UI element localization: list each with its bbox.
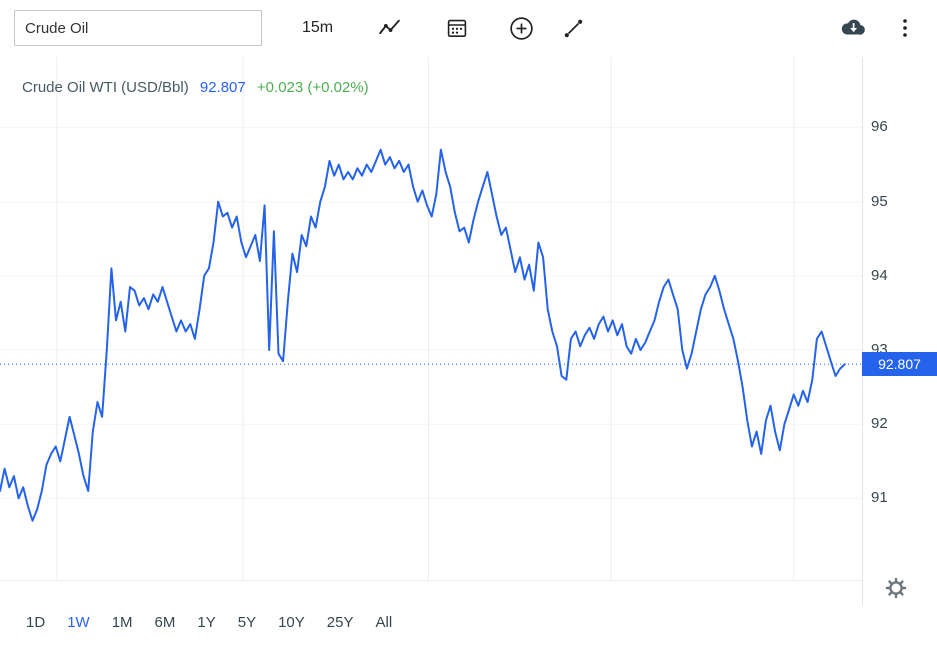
price-axis-label: 91	[871, 489, 888, 506]
kebab-menu-icon	[903, 19, 907, 37]
chart-legend: Crude Oil WTI (USD/Bbl) 92.807 +0.023 (+…	[22, 79, 369, 96]
price-chart-canvas[interactable]	[0, 57, 862, 580]
price-scale[interactable]: 96 95 94 93 92 91	[863, 57, 937, 580]
chart-style-button[interactable]	[375, 14, 403, 42]
gear-icon	[885, 577, 907, 599]
price-axis-label: 94	[871, 267, 888, 284]
top-toolbar: 15m	[0, 0, 937, 56]
last-price: 92.807	[199, 79, 246, 96]
toolbar-right	[839, 14, 923, 42]
download-button[interactable]	[839, 14, 867, 42]
plot-bottom-border	[0, 580, 862, 581]
timeframe-1y[interactable]: 1Y	[197, 614, 216, 631]
timeframe-bar: 1D 1W 1M 6M 1Y 5Y 10Y 25Y All	[26, 614, 392, 631]
more-menu-button[interactable]	[891, 14, 919, 42]
price-chart[interactable]	[0, 57, 862, 580]
timeframe-10y[interactable]: 10Y	[278, 614, 305, 631]
price-axis-label: 96	[871, 118, 888, 135]
timeframe-25y[interactable]: 25Y	[326, 614, 354, 631]
price-axis-label: 95	[871, 193, 888, 210]
timeframe-1w[interactable]: 1W	[67, 614, 90, 631]
timeframe-1m[interactable]: 1M	[111, 614, 133, 631]
timeframe-5y[interactable]: 5Y	[237, 614, 257, 631]
line-chart-icon	[378, 19, 400, 34]
add-indicator-button[interactable]	[507, 14, 535, 42]
timeframe-1d[interactable]: 1D	[26, 614, 46, 631]
price-line-series	[0, 148, 846, 522]
price-change: +0.023 (+0.02%)	[256, 79, 369, 96]
timeframe-6m[interactable]: 6M	[154, 614, 176, 631]
axis-separator	[862, 57, 863, 605]
plus-circle-icon	[509, 16, 533, 40]
calendar-icon	[447, 19, 467, 38]
timeframe-all[interactable]: All	[375, 614, 393, 631]
trend-line-icon	[564, 19, 582, 37]
symbol-title: Crude Oil WTI (USD/Bbl)	[22, 79, 189, 96]
interval-selector[interactable]: 15m	[302, 19, 334, 36]
trend-line-tool-button[interactable]	[559, 14, 587, 42]
download-cloud-icon	[841, 19, 865, 35]
calendar-button[interactable]	[443, 14, 471, 42]
settings-button[interactable]	[884, 576, 908, 600]
price-axis-label: 92	[871, 415, 888, 432]
current-price-badge: 92.807	[862, 352, 937, 376]
symbol-search-input[interactable]	[14, 10, 262, 46]
